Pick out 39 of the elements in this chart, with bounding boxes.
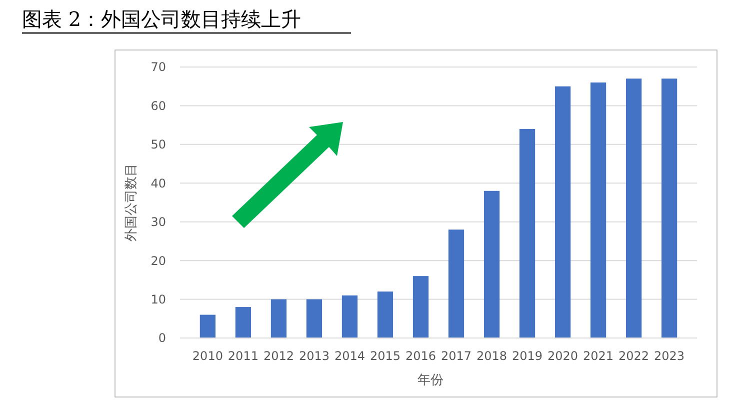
- bar: [342, 295, 358, 338]
- x-tick-label: 2015: [370, 349, 401, 363]
- bar: [590, 82, 606, 338]
- bar: [235, 307, 252, 338]
- x-tick-label: 2018: [476, 349, 508, 363]
- bar: [554, 86, 571, 338]
- x-tick-label: 2017: [440, 349, 472, 363]
- x-tick-label: 2010: [192, 349, 223, 363]
- y-tick-label: 10: [150, 292, 166, 306]
- bar: [519, 128, 536, 338]
- x-tick-label: 2021: [583, 349, 614, 363]
- bar: [412, 276, 429, 338]
- y-tick-label: 60: [150, 98, 166, 113]
- x-tick-label: 2020: [548, 349, 578, 363]
- bar: [377, 292, 394, 338]
- bar: [448, 230, 464, 338]
- chart-title: 图表 2：外国公司数目持续上升: [22, 7, 302, 31]
- x-tick-label: 2012: [263, 349, 294, 363]
- y-tick-label: 20: [150, 254, 166, 268]
- x-tick-label: 2013: [298, 349, 330, 363]
- y-tick-label: 0: [158, 331, 166, 346]
- y-axis-title: 外国公司数目: [124, 164, 139, 242]
- bar: [661, 78, 678, 338]
- bar: [484, 190, 500, 338]
- bar: [306, 299, 322, 338]
- y-tick-label: 50: [150, 138, 166, 152]
- y-tick-label: 30: [150, 215, 166, 230]
- x-tick-label: 2022: [618, 349, 650, 363]
- x-tick-label: 2014: [334, 349, 366, 363]
- x-tick-label: 2023: [654, 349, 685, 363]
- y-tick-label: 70: [150, 60, 166, 74]
- x-tick-label: 2019: [512, 349, 543, 363]
- x-tick-label: 2011: [228, 349, 258, 363]
- bar: [270, 299, 287, 338]
- x-tick-label: 2016: [405, 349, 436, 363]
- y-tick-label: 40: [150, 176, 166, 190]
- x-axis-title: 年份: [418, 373, 444, 388]
- bar: [626, 78, 642, 338]
- bar: [200, 314, 216, 338]
